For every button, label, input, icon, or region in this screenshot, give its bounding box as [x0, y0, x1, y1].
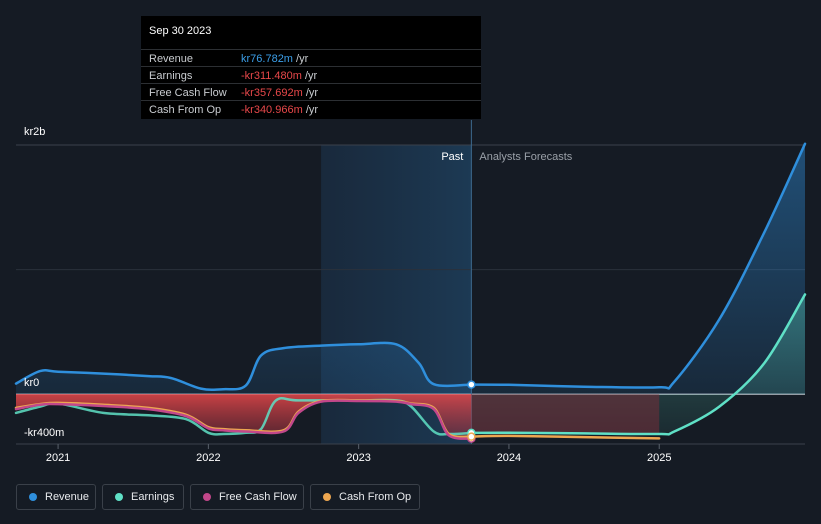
tooltip-row-cash-from-op: Cash From Op -kr340.966m /yr	[141, 100, 481, 118]
x-tick-label: 2021	[46, 452, 70, 464]
tooltip-label: Cash From Op	[149, 104, 222, 116]
y-tick-label: kr0	[24, 377, 39, 389]
y-tick-label: -kr400m	[24, 427, 64, 439]
legend-label: Earnings	[131, 491, 175, 503]
earnings-line-forecast	[470, 293, 807, 436]
cash-from-op-marker[interactable]	[467, 432, 476, 441]
tooltip-value-earnings: -kr311.480m /yr	[241, 70, 318, 82]
cash-from-op-line-forecast	[470, 434, 661, 440]
y-tick-label: kr2b	[24, 126, 45, 138]
x-tick-label: 2025	[647, 452, 671, 464]
legend-label: Free Cash Flow	[219, 491, 297, 503]
tooltip-label: Free Cash Flow	[149, 87, 227, 99]
legend-dot-icon	[323, 493, 331, 501]
x-tick-label: 2023	[346, 452, 370, 464]
legend-dot-icon	[29, 493, 37, 501]
earnings-forecast-area	[471, 294, 805, 435]
legend-earnings[interactable]: Earnings	[102, 484, 184, 510]
free-cash-flow-line-past	[14, 399, 473, 440]
negative-forecast-area	[471, 394, 660, 435]
revenue-line-past	[14, 341, 473, 392]
tooltip-value-cash-from-op: -kr340.966m /yr	[241, 104, 319, 116]
revenue-marker[interactable]	[467, 380, 476, 389]
x-tick-label: 2024	[497, 452, 521, 464]
legend-free-cash-flow[interactable]: Free Cash Flow	[190, 484, 304, 510]
legend-revenue[interactable]: Revenue	[16, 484, 96, 510]
data-tooltip: Sep 30 2023 Revenue kr76.782m /yr Earnin…	[141, 16, 481, 119]
tooltip-value-revenue: kr76.782m /yr	[241, 53, 309, 65]
tooltip-date: Sep 30 2023	[149, 25, 212, 37]
tooltip-label: Earnings	[149, 70, 193, 82]
tooltip-row-revenue: Revenue kr76.782m /yr	[141, 49, 481, 67]
legend-label: Revenue	[45, 491, 90, 503]
x-tick-label: 2022	[196, 452, 220, 464]
forecast-label: Analysts Forecasts	[479, 151, 572, 163]
legend-cash-from-op[interactable]: Cash From Op	[310, 484, 420, 510]
revenue-line-forecast	[470, 142, 807, 390]
legend-dot-icon	[115, 493, 123, 501]
legend-label: Cash From Op	[339, 491, 412, 503]
revenue-area	[16, 143, 805, 395]
legend-dot-icon	[203, 493, 211, 501]
tooltip-row-free-cash-flow: Free Cash Flow -kr357.692m /yr	[141, 83, 481, 101]
past-label: Past	[441, 151, 463, 163]
tooltip-row-earnings: Earnings -kr311.480m /yr	[141, 66, 481, 84]
tooltip-value-free-cash-flow: -kr357.692m /yr	[241, 87, 319, 99]
tooltip-label: Revenue	[149, 53, 194, 65]
